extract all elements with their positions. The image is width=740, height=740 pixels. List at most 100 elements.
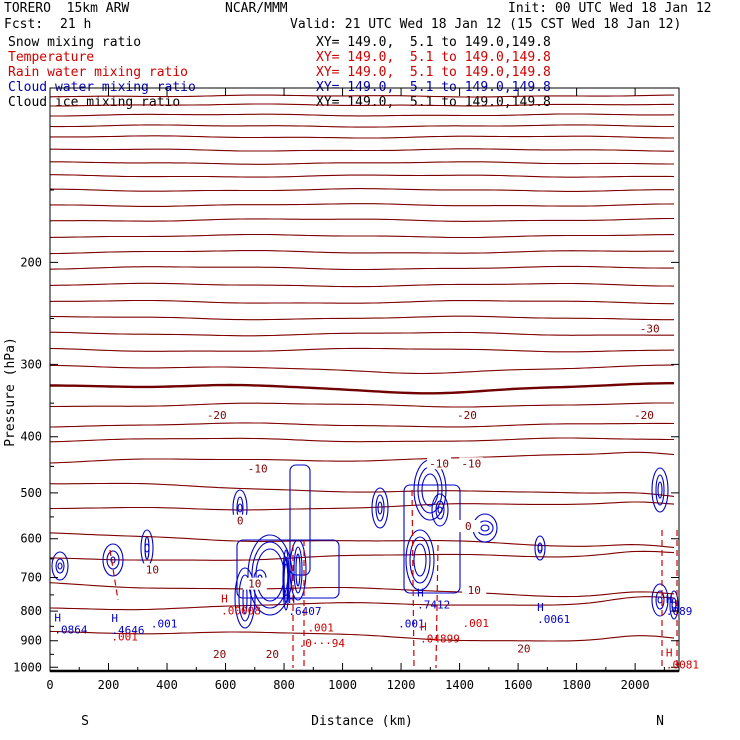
- max-value-label: .0···94: [299, 637, 346, 650]
- y-tick-label: 600: [20, 532, 42, 546]
- isotherm-line: [49, 482, 675, 497]
- cloud-water-contour: [669, 590, 679, 620]
- isotherm-label: -20: [207, 409, 227, 422]
- cloud-water-contour: [413, 543, 427, 577]
- isotherm-label-bg: [140, 563, 165, 576]
- isotherm-label: -10: [248, 462, 268, 475]
- x-tick-label: 1000: [328, 678, 357, 692]
- isotherm-line: [50, 135, 674, 139]
- x-tick-label: 800: [273, 678, 295, 692]
- x-tick-label: 1200: [387, 678, 416, 692]
- isotherm-label-bg: [456, 520, 481, 533]
- isotherm-label: 0: [237, 515, 244, 528]
- max-value-label: .00008: [221, 604, 261, 617]
- cloud-water-contour: [651, 583, 669, 617]
- cloud-water-envelope: [236, 539, 340, 599]
- cloud-water-contour: [144, 536, 150, 560]
- x-axis-label: Distance (km): [311, 714, 413, 729]
- isotherm-label: 0: [465, 520, 472, 533]
- plot-border: [49, 87, 680, 672]
- x-tick-label: 600: [215, 678, 237, 692]
- cloud-water-contour: [371, 487, 389, 529]
- isotherm-line: [49, 550, 675, 561]
- isotherm-line: [49, 532, 675, 548]
- center-name: NCAR/MMM: [225, 1, 288, 16]
- cloud-water-contour: [655, 590, 665, 610]
- cloud-water-contour: [106, 550, 120, 570]
- cloud-water-contour: [431, 493, 449, 527]
- cloud-water-contour: [282, 549, 290, 611]
- isotherm-label: 10: [146, 563, 159, 576]
- isotherm-line: [49, 315, 674, 321]
- cloud-water-contour: [144, 543, 150, 553]
- cloud-water-contour: [283, 563, 289, 597]
- isotherm-label-bg: [637, 322, 662, 335]
- max-value-label: .0864: [54, 623, 87, 636]
- max-marker: H: [537, 601, 544, 614]
- cloud-water-contour: [102, 543, 124, 577]
- isotherm-line: [49, 437, 674, 443]
- x-tick-label: 400: [156, 678, 178, 692]
- isotherm-line: [49, 331, 674, 337]
- x-tick-label: 0: [46, 678, 53, 692]
- valid-time: Valid: 21 UTC Wed 18 Jan 12 (15 CST Wed …: [290, 17, 682, 32]
- x-tick-label: 1600: [504, 678, 533, 692]
- isotherm-line: [49, 422, 675, 428]
- x-tick-label: 1800: [562, 678, 591, 692]
- isotherm-label: -20: [457, 409, 477, 422]
- isotherm-line: [49, 265, 674, 271]
- legend-coords-temperature: XY= 149.0, 5.1 to 149.0,149.8: [316, 50, 551, 65]
- rain-layer: [109, 489, 678, 669]
- y-tick-label: 500: [20, 486, 42, 500]
- y-tick-label: 1000: [13, 660, 42, 674]
- fcst-label: Fcst:: [4, 17, 44, 32]
- y-tick-label: 800: [20, 604, 42, 618]
- cloud-water-layer: [51, 459, 679, 629]
- cloud-water-contour: [651, 467, 669, 513]
- cloud-water-contour: [57, 562, 63, 570]
- max-value-label: .6407: [288, 605, 321, 618]
- cloud-water-contour: [247, 534, 293, 616]
- isotherm-line: [50, 382, 674, 395]
- max-value-label: .089: [666, 605, 693, 618]
- isotherm-label: 20: [266, 648, 279, 661]
- max-marker: H: [666, 647, 673, 660]
- cloud-water-contour: [55, 558, 65, 574]
- cloud-water-envelope: [403, 484, 461, 594]
- isotherm-line: [49, 124, 674, 128]
- x-tick-label: 2000: [621, 678, 650, 692]
- isotherm-label-bg: [242, 577, 267, 590]
- fcst-value: 21 h: [60, 17, 92, 32]
- legend-label-temperature: Temperature: [8, 50, 95, 65]
- isotherm-layer: [49, 94, 675, 642]
- cloud-water-contour: [421, 473, 439, 507]
- cloud-water-contour: [534, 535, 546, 561]
- isotherm-line: [50, 364, 674, 375]
- cloud-water-contour: [435, 500, 445, 520]
- cloud-water-contour: [375, 494, 385, 522]
- cloud-water-contour: [295, 553, 301, 587]
- isotherm-line: [49, 282, 675, 288]
- isotherm-label: 20: [213, 648, 226, 661]
- max-marker: H: [666, 593, 673, 606]
- max-value-label: .001: [151, 617, 178, 630]
- isotherm-label-bg: [459, 457, 484, 470]
- cloud-water-contour: [655, 474, 665, 506]
- max-value-label: .001: [307, 621, 334, 634]
- isotherm-line: [49, 501, 675, 511]
- x-tick-label: 1400: [445, 678, 474, 692]
- cloud-water-contour: [671, 601, 677, 609]
- max-marker: H: [54, 611, 61, 624]
- isotherm-line: [50, 103, 675, 107]
- max-value-label: .001: [463, 617, 490, 630]
- init-time: Init: 00 UTC Wed 18 Jan 12: [508, 1, 712, 16]
- isotherm-line: [50, 203, 675, 207]
- cloud-water-contour: [377, 501, 383, 515]
- rain-contour: [435, 544, 439, 669]
- y-tick-label: 300: [20, 357, 42, 371]
- cloud-water-contour: [405, 529, 435, 591]
- cloud-water-contour: [537, 544, 543, 552]
